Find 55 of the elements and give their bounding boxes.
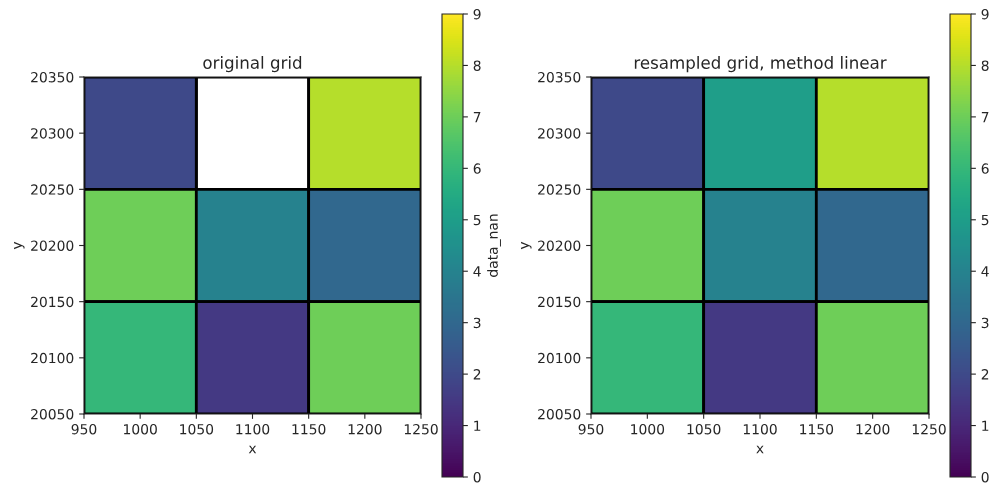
y-tick-label: 20050 — [31, 408, 74, 420]
color-bar-label: 2 — [981, 369, 989, 380]
x-tick-label: 1000 — [124, 423, 157, 435]
y-tick-label: 20300 — [31, 128, 74, 139]
y-tick-label: 20100 — [31, 352, 74, 364]
y-axis-title: y — [14, 241, 25, 250]
color-bar-label: 1 — [982, 420, 989, 431]
y-tick-label: 20100 — [538, 352, 581, 364]
color-bar-label: 7 — [981, 112, 989, 123]
y-tick-label: 20250 — [31, 184, 74, 195]
color-bar-label: 3 — [473, 317, 481, 329]
x-tick-label: 1250 — [912, 423, 946, 435]
x-tick-label: 1200 — [856, 423, 890, 435]
color-bar-label: 5 — [473, 214, 481, 226]
color-bar-label: 2 — [473, 369, 481, 380]
x-tick-label: 1150 — [292, 423, 326, 435]
y-tick-label: 20200 — [538, 240, 581, 251]
x-tick-label: 950 — [71, 423, 97, 435]
y-tick-label: 20300 — [538, 128, 581, 139]
color-bar-label: 4 — [473, 266, 481, 277]
x-tick-label: 1150 — [800, 423, 834, 435]
color-bar-label: 9 — [981, 8, 989, 20]
x-tick-label: 1050 — [180, 423, 214, 435]
color-bar-label: 7 — [473, 112, 481, 123]
x-tick-label: 1100 — [743, 423, 777, 435]
color-bar-label: 0 — [981, 471, 989, 483]
color-bar-label: 1 — [474, 420, 481, 431]
color-bar-label: 6 — [981, 163, 989, 174]
x-tick-label: 1050 — [687, 423, 721, 435]
y-tick-label: 20200 — [31, 240, 74, 251]
x-axis-title: x — [756, 445, 764, 454]
x-tick-label: 1200 — [348, 423, 382, 435]
x-tick-label: 1100 — [236, 423, 270, 435]
x-tick-label: 1000 — [631, 423, 665, 435]
y-tick-label: 20250 — [538, 184, 581, 195]
y-tick-label: 20350 — [31, 71, 74, 83]
color-bar-label: 9 — [473, 8, 481, 20]
y-tick-label: 20150 — [538, 296, 581, 308]
x-tick-label: 950 — [578, 423, 604, 435]
y-tick-label: 20350 — [538, 71, 581, 83]
color-bar-label: 8 — [981, 60, 989, 71]
color-bar-label: 4 — [981, 266, 989, 277]
color-bar-label: 3 — [981, 317, 989, 329]
x-axis-title: x — [248, 445, 257, 454]
color-bar-label: 0 — [473, 471, 481, 483]
color-bar-label: 5 — [981, 214, 989, 226]
color-bar-title: data_nan — [487, 214, 501, 277]
y-axis-title: y — [521, 241, 532, 250]
color-bar-label: 6 — [473, 163, 481, 174]
x-tick-label: 1250 — [404, 423, 438, 435]
y-tick-label: 20050 — [538, 408, 581, 420]
chart-title: original grid — [203, 56, 302, 73]
color-bar-label: 8 — [473, 60, 481, 71]
chart-title: resampled grid, method linear — [634, 56, 887, 73]
y-tick-label: 20150 — [31, 296, 74, 308]
